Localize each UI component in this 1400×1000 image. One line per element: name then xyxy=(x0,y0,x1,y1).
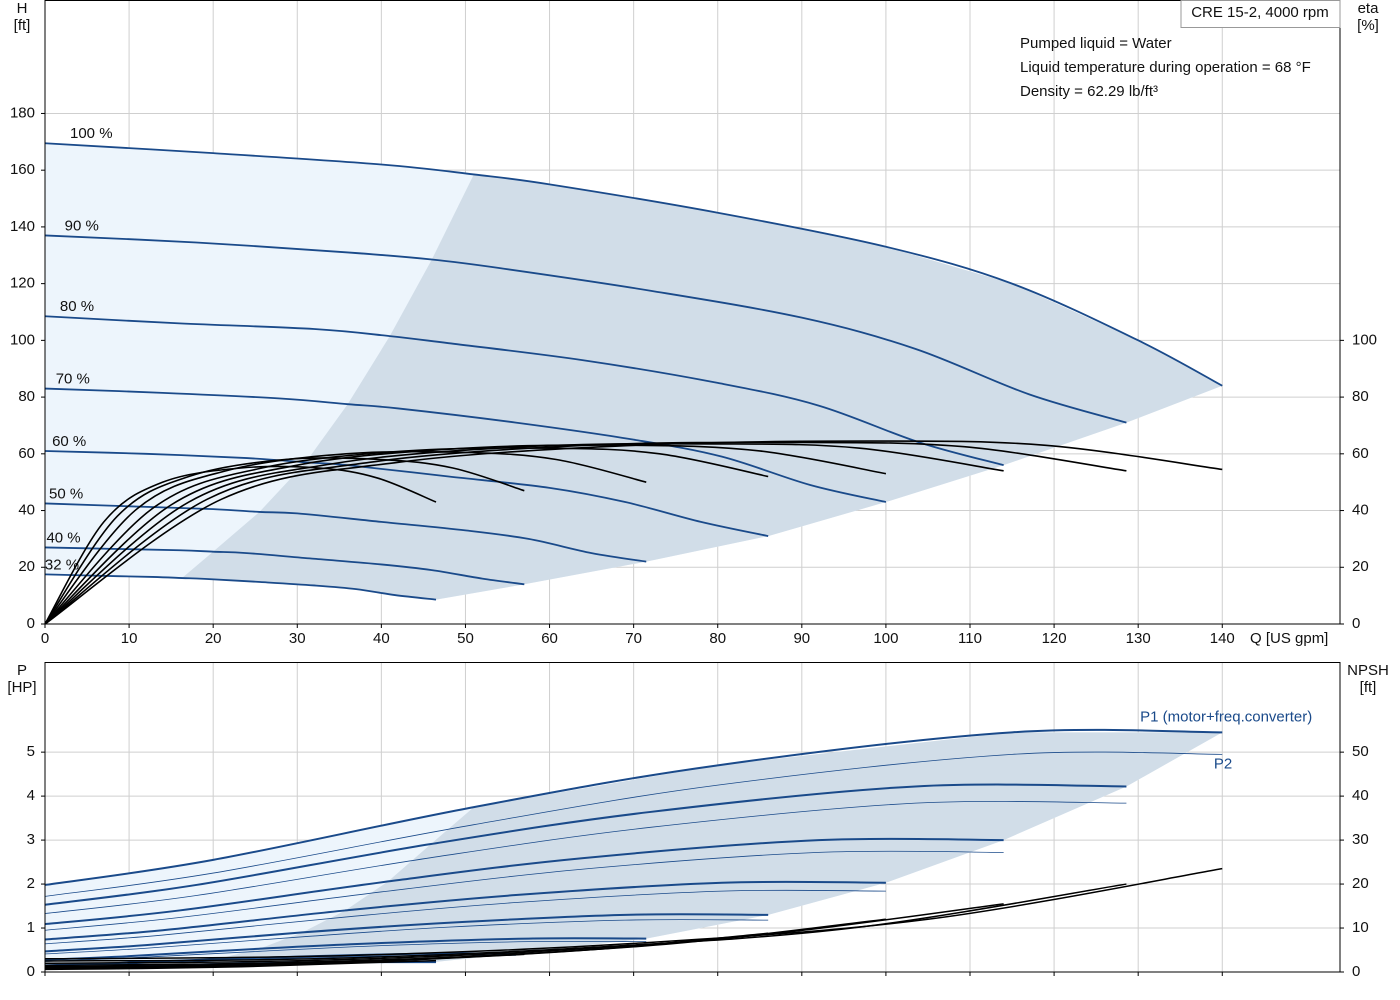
y-tick-label: 20 xyxy=(18,558,35,575)
y-tick-label: 3 xyxy=(27,831,35,848)
x-tick-label: 0 xyxy=(41,630,49,647)
curve xyxy=(44,502,647,563)
y-tick-label: 100 xyxy=(10,331,35,348)
curve-label: 50 % xyxy=(49,485,83,502)
y-tick-label: 180 xyxy=(10,104,35,121)
curve-label: 40 % xyxy=(46,529,80,546)
curve xyxy=(44,315,1004,467)
y2-tick-label: 80 xyxy=(1352,388,1369,405)
x-tick-label: 110 xyxy=(958,630,982,647)
curve xyxy=(44,142,1223,387)
curve xyxy=(44,234,1127,424)
x-tick-label: 30 xyxy=(289,630,306,647)
y2-axis-label: [ft] xyxy=(1360,679,1377,696)
y-tick-label: 4 xyxy=(27,787,35,804)
y2-tick-label: 0 xyxy=(1352,963,1360,980)
curve xyxy=(44,880,886,941)
curve-y2 xyxy=(44,903,1004,964)
x-tick-label: 80 xyxy=(709,630,726,647)
y2-axis-label: NPSH xyxy=(1347,662,1389,679)
annotation: Liquid temperature during operation = 68… xyxy=(1020,59,1311,76)
curve-label: 70 % xyxy=(56,371,90,388)
y2-tick-label: 20 xyxy=(1352,558,1369,575)
y-axis-label: P xyxy=(17,662,27,679)
y-tick-label: 40 xyxy=(18,502,35,519)
y-tick-label: 0 xyxy=(27,615,35,632)
curve xyxy=(44,783,1127,906)
x-tick-label: 100 xyxy=(873,630,898,647)
curve xyxy=(44,919,769,955)
y-tick-label: 5 xyxy=(27,743,35,760)
curve-y2 xyxy=(44,959,437,971)
x-tick-label: 20 xyxy=(205,630,222,647)
y2-tick-label: 40 xyxy=(1352,502,1369,519)
curve xyxy=(44,913,769,953)
curve-label: 80 % xyxy=(60,298,94,315)
x-tick-label: 40 xyxy=(373,630,390,647)
y2-axis-label: [%] xyxy=(1357,17,1379,34)
y-axis-label: [ft] xyxy=(14,17,31,34)
curve xyxy=(44,450,769,537)
curve-label: P1 (motor+freq.converter) xyxy=(1140,708,1312,725)
curve-label: 90 % xyxy=(65,217,99,234)
y2-tick-label: 50 xyxy=(1352,743,1369,760)
curve-label: P2 xyxy=(1214,755,1232,772)
chart-title: CRE 15-2, 4000 rpm xyxy=(1191,4,1329,21)
curve-y2 xyxy=(44,883,1127,962)
curve-y2 xyxy=(44,465,437,625)
y2-tick-label: 10 xyxy=(1352,919,1369,936)
curve-y2 xyxy=(44,457,525,625)
y-tick-label: 140 xyxy=(10,218,35,235)
y-tick-label: 80 xyxy=(18,388,35,405)
y-axis-label: [HP] xyxy=(7,679,36,696)
curve-label: 60 % xyxy=(52,433,86,450)
y2-axis-label: eta xyxy=(1358,0,1380,17)
curve xyxy=(44,387,887,503)
y2-tick-label: 60 xyxy=(1352,445,1369,462)
x-axis-label: Q [US gpm] xyxy=(1250,630,1328,647)
curve-label: 32 % xyxy=(45,556,79,573)
y-tick-label: 1 xyxy=(27,919,35,936)
curve-y2 xyxy=(44,867,1223,960)
annotation: Density = 62.29 lb/ft³ xyxy=(1020,83,1158,100)
curve-y2 xyxy=(44,450,647,625)
x-tick-label: 10 xyxy=(121,630,138,647)
annotation: Pumped liquid = Water xyxy=(1020,35,1172,52)
x-tick-label: 130 xyxy=(1126,630,1151,647)
plot-frame xyxy=(44,0,1341,625)
region-operating xyxy=(182,732,1223,965)
x-tick-label: 70 xyxy=(625,630,642,647)
y2-tick-label: 100 xyxy=(1352,331,1377,348)
curve xyxy=(44,937,647,961)
region-operating xyxy=(182,174,1223,600)
x-tick-label: 60 xyxy=(541,630,558,647)
y-tick-label: 0 xyxy=(27,963,35,980)
x-tick-label: 140 xyxy=(1210,630,1235,647)
y2-tick-label: 20 xyxy=(1352,875,1369,892)
y-tick-label: 120 xyxy=(10,275,35,292)
curve xyxy=(44,800,1127,914)
curve-label: 100 % xyxy=(70,125,113,142)
curve xyxy=(44,573,437,601)
y-tick-label: 60 xyxy=(18,445,35,462)
curve xyxy=(44,837,1004,926)
y-axis-label: H xyxy=(17,0,28,17)
title-box xyxy=(1180,0,1341,28)
y2-tick-label: 0 xyxy=(1352,615,1360,632)
x-tick-label: 50 xyxy=(457,630,474,647)
y2-tick-label: 40 xyxy=(1352,787,1369,804)
curve xyxy=(44,889,886,945)
plot-frame xyxy=(44,662,1341,973)
y2-tick-label: 30 xyxy=(1352,831,1369,848)
y-tick-label: 2 xyxy=(27,875,35,892)
curve xyxy=(44,728,1223,886)
x-tick-label: 90 xyxy=(793,630,810,647)
curve xyxy=(44,751,1223,897)
curve-y2 xyxy=(44,442,1004,625)
curve xyxy=(44,850,1004,931)
x-tick-label: 120 xyxy=(1042,630,1067,647)
y-tick-label: 160 xyxy=(10,161,35,178)
